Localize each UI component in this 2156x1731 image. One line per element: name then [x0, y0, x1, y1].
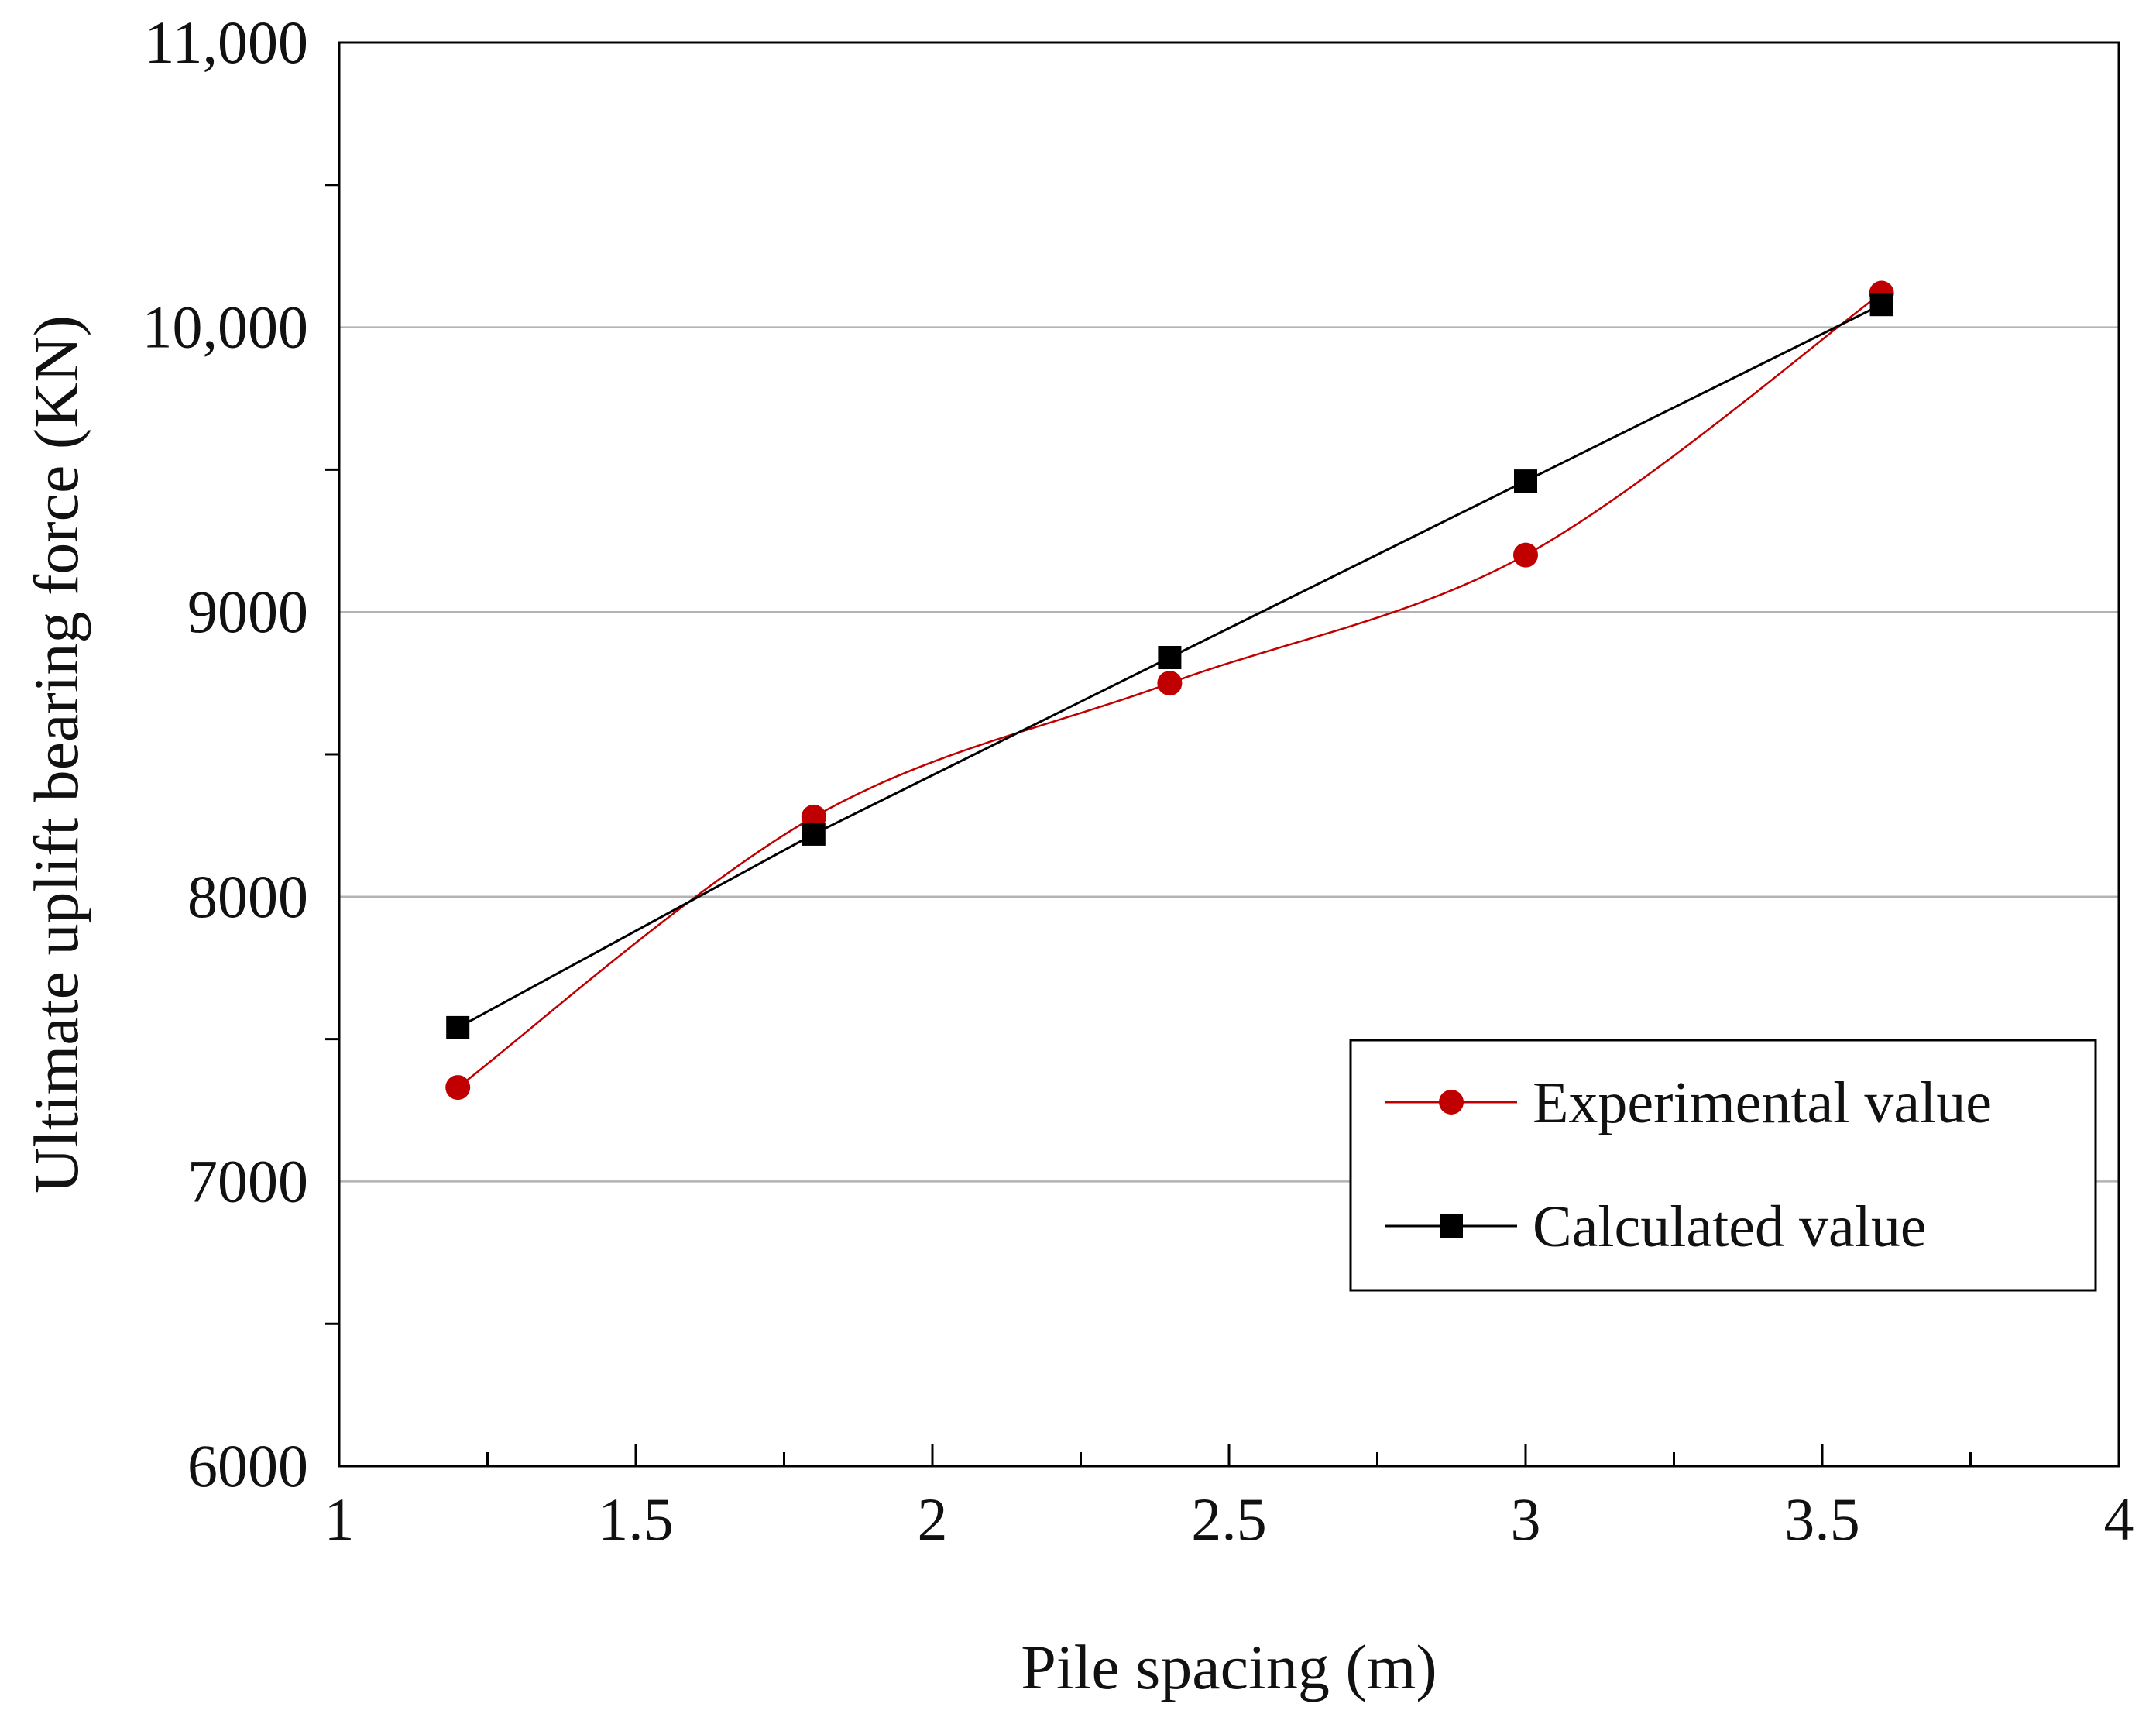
y-axis-title: Ultimate uplift bearing force (KN): [21, 315, 91, 1193]
point-calculated: [1158, 646, 1182, 670]
legend-marker-calculated: [1440, 1214, 1463, 1238]
legend: Experimental value Calculated value: [1349, 1039, 2097, 1292]
legend-marker-experimental: [1439, 1090, 1464, 1115]
legend-box: [1349, 1039, 2097, 1292]
y-tick-label: 9000: [187, 578, 308, 645]
plot-frame: [338, 41, 2120, 1468]
legend-label-calculated: Calculated value: [1533, 1194, 1927, 1259]
y-tick-label: 8000: [187, 863, 308, 930]
y-tick-label: 7000: [187, 1147, 308, 1214]
point-calculated: [446, 1015, 470, 1039]
point-experimental: [445, 1075, 471, 1101]
x-tick-label: 3.5: [1784, 1485, 1860, 1553]
legend-label-experimental: Experimental value: [1533, 1070, 1992, 1135]
x-tick-label: 1: [324, 1485, 355, 1553]
point-calculated: [802, 822, 826, 846]
series-layer: [445, 280, 1894, 1101]
y-tick-label: 10,000: [142, 294, 309, 361]
x-tick-label: 4: [2104, 1485, 2134, 1553]
point-calculated: [1514, 469, 1537, 493]
y-tick-label: 11,000: [144, 9, 308, 76]
point-calculated: [1869, 293, 1893, 317]
point-experimental: [1157, 671, 1183, 696]
x-axis-title: Pile spacing (m): [1021, 1632, 1437, 1702]
point-experimental: [1513, 542, 1538, 568]
x-tick-label: 3: [1511, 1485, 1541, 1553]
tick-labels: 6000 7000 8000 9000 10,000 11,000 1 1.5 2 2.5 3 3.5…: [142, 9, 2134, 1553]
x-tick-label: 1.5: [598, 1485, 674, 1553]
x-tick-label: 2.5: [1191, 1485, 1267, 1553]
x-tick-label: 2: [918, 1485, 948, 1553]
y-tick-label: 6000: [187, 1432, 308, 1499]
